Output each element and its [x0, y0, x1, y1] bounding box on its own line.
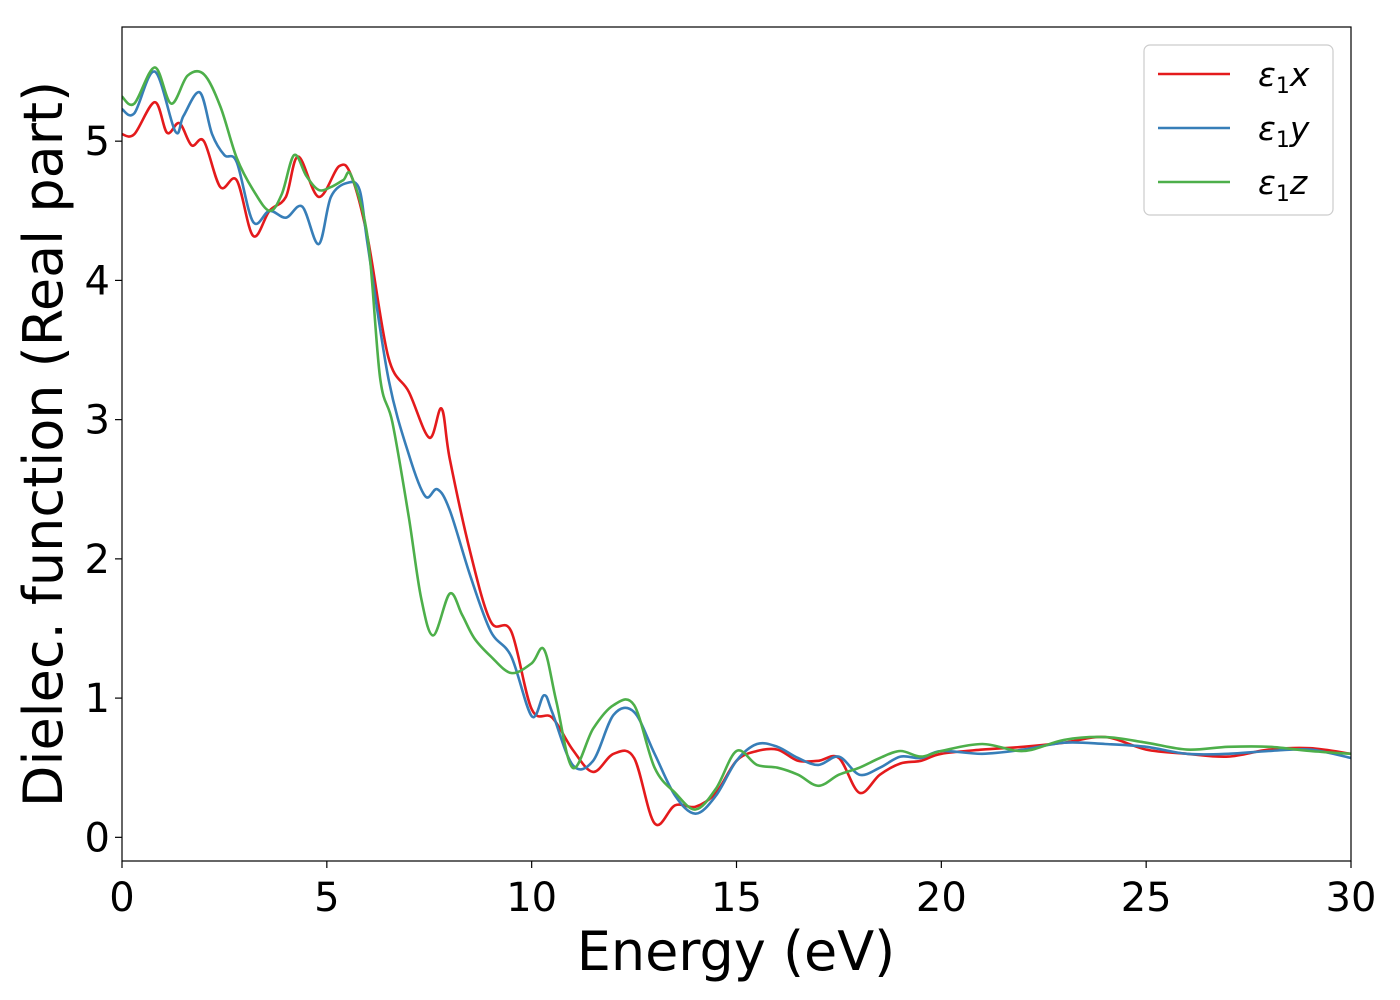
legend-box: [1143, 44, 1334, 216]
legend-label-y: ε1y: [1258, 109, 1310, 153]
legend: ε1x ε1y ε1z: [1143, 44, 1334, 216]
series-line-y: [122, 70, 1351, 815]
y-axis-ticks: 0 1 2 3 4 5: [85, 119, 122, 861]
y-tick-label: 0: [85, 815, 110, 861]
series-lines: [122, 66, 1351, 827]
x-tick-label: 10: [506, 875, 557, 921]
legend-label-z: ε1z: [1258, 163, 1308, 207]
legend-label-x: ε1x: [1258, 55, 1310, 99]
x-tick-label: 15: [711, 875, 762, 921]
y-tick-label: 4: [85, 258, 110, 304]
series-line-x: [122, 100, 1351, 827]
x-axis-label: Energy (eV): [577, 920, 896, 983]
y-tick-label: 5: [85, 119, 110, 165]
x-tick-label: 30: [1326, 875, 1377, 921]
y-axis-label: Dielec. function (Real part): [12, 81, 75, 807]
x-tick-label: 25: [1121, 875, 1172, 921]
x-tick-label: 5: [314, 875, 339, 921]
y-tick-label: 2: [85, 537, 110, 583]
y-tick-label: 1: [85, 676, 110, 722]
x-tick-label: 0: [109, 875, 134, 921]
series-line-z: [122, 66, 1351, 811]
x-axis-ticks: 0 5 10 15 20 25 30: [109, 861, 1376, 921]
y-tick-label: 3: [85, 398, 110, 444]
x-tick-label: 20: [916, 875, 967, 921]
